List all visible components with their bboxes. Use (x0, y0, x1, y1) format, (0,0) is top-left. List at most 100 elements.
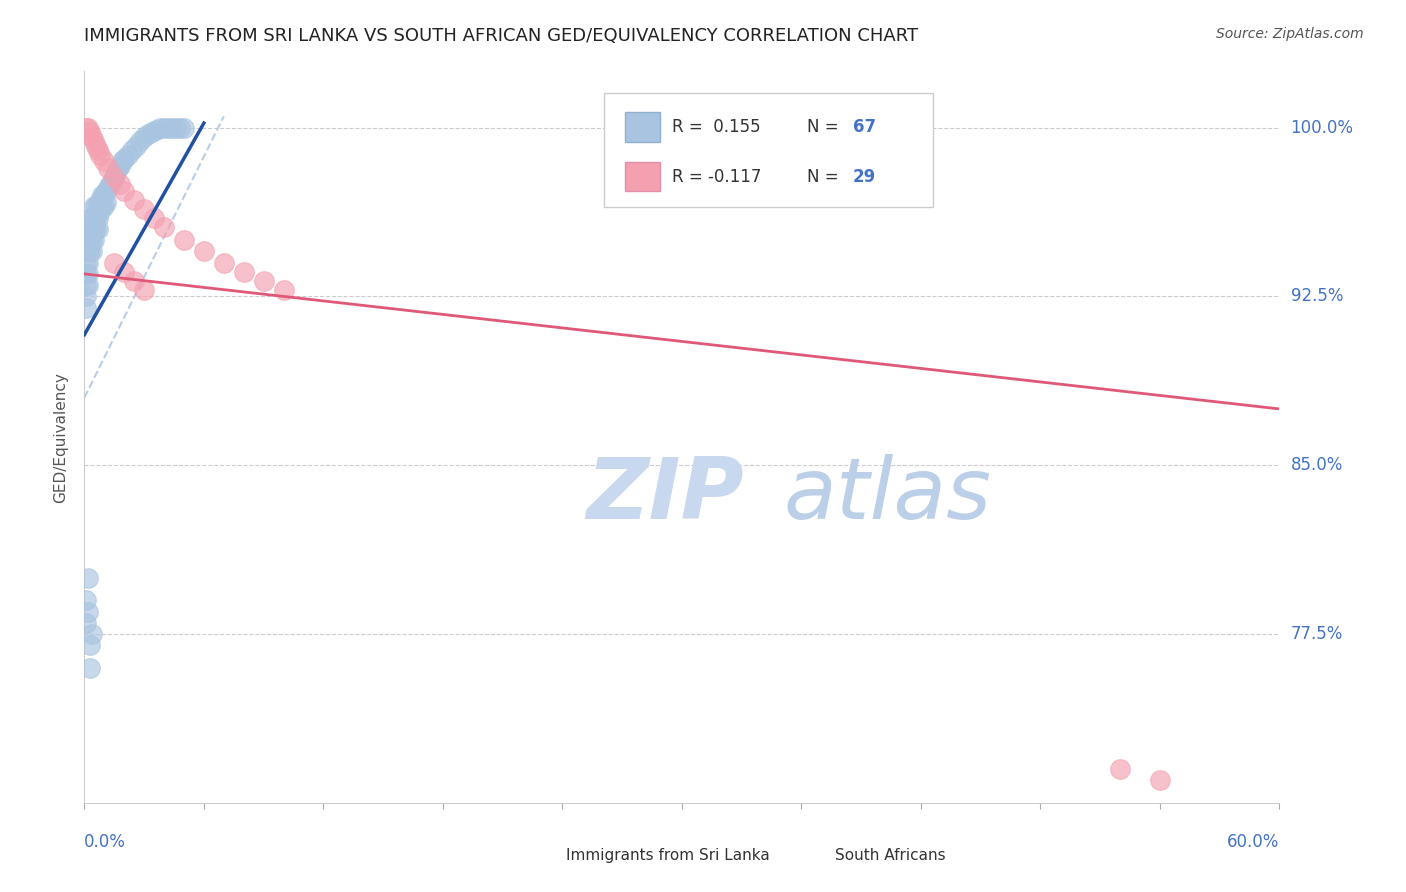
Point (97, 161, 120, 175)
Point (79, 125, 101, 139)
Point (77, 255, 100, 269)
Point (112, 152, 135, 166)
Point (97, 181, 120, 195)
Point (132, 129, 156, 144)
Point (122, 193, 145, 207)
Point (87, 211, 110, 225)
Point (75, 267, 97, 281)
Point (160, 120, 183, 135)
FancyBboxPatch shape (624, 161, 661, 192)
Text: N =: N = (807, 118, 844, 136)
Point (91, 188, 114, 202)
Text: 0.0%: 0.0% (84, 833, 127, 851)
Text: 60.0%: 60.0% (1227, 833, 1279, 851)
Point (149, 120, 172, 135)
Point (125, 138, 148, 153)
Point (75, 278, 97, 293)
Point (122, 274, 145, 288)
Text: 85.0%: 85.0% (1291, 456, 1343, 475)
Point (112, 265, 135, 279)
Point (75, 255, 97, 269)
Point (77, 233, 100, 247)
Point (93, 188, 115, 202)
Point (77, 244, 100, 259)
Point (75, 120, 97, 135)
Text: R = -0.117: R = -0.117 (672, 168, 762, 186)
Point (1149, 773, 1171, 788)
Point (132, 283, 156, 297)
Point (83, 134, 105, 148)
Point (169, 120, 191, 135)
Text: 29: 29 (853, 168, 876, 186)
Point (153, 120, 176, 135)
Point (83, 233, 105, 247)
Point (110, 159, 132, 173)
Point (87, 199, 110, 213)
Point (153, 219, 176, 234)
Text: 77.5%: 77.5% (1291, 625, 1343, 643)
FancyBboxPatch shape (533, 847, 558, 865)
Point (157, 120, 180, 135)
Point (103, 170, 125, 185)
Point (232, 265, 254, 279)
Point (98, 177, 121, 191)
Point (82, 627, 104, 641)
Point (86, 211, 108, 225)
Point (173, 120, 195, 135)
Point (77, 120, 100, 135)
Point (87, 143, 110, 157)
Point (96, 194, 118, 209)
Point (117, 147, 139, 161)
Point (96, 184, 118, 198)
Point (141, 125, 163, 139)
Text: ZIP: ZIP (586, 454, 744, 537)
Point (79, 638, 101, 652)
Point (82, 129, 104, 144)
Point (93, 199, 115, 213)
Point (143, 211, 166, 225)
Point (82, 233, 104, 247)
Point (77, 278, 100, 293)
Point (89, 193, 111, 207)
Point (101, 175, 124, 189)
Text: R =  0.155: R = 0.155 (672, 118, 761, 136)
FancyBboxPatch shape (624, 112, 661, 142)
Point (77, 267, 100, 281)
Point (87, 222, 110, 236)
Point (173, 233, 195, 247)
Point (105, 166, 128, 180)
Point (91, 199, 114, 213)
Point (89, 147, 111, 161)
Text: South Africans: South Africans (835, 848, 945, 863)
FancyBboxPatch shape (801, 847, 828, 865)
Point (103, 170, 125, 185)
Point (112, 184, 135, 198)
Text: 67: 67 (853, 118, 876, 136)
Point (86, 199, 108, 213)
FancyBboxPatch shape (605, 94, 934, 207)
Point (129, 134, 152, 148)
Point (77, 571, 100, 585)
Point (82, 222, 104, 236)
Point (121, 143, 143, 157)
Point (75, 301, 97, 315)
Point (79, 222, 101, 236)
Text: 92.5%: 92.5% (1291, 287, 1343, 305)
Point (77, 605, 100, 619)
Point (132, 202, 156, 216)
Point (86, 222, 108, 236)
Point (1109, 762, 1132, 776)
Point (107, 161, 129, 175)
Text: atlas: atlas (783, 454, 991, 537)
Text: Source: ZipAtlas.com: Source: ZipAtlas.com (1216, 27, 1364, 41)
Text: 100.0%: 100.0% (1291, 119, 1354, 136)
Point (136, 128, 159, 142)
Point (110, 177, 132, 191)
Point (93, 154, 115, 169)
Point (79, 661, 101, 675)
Point (83, 211, 105, 225)
Point (273, 283, 295, 297)
Text: IMMIGRANTS FROM SRI LANKA VS SOUTH AFRICAN GED/EQUIVALENCY CORRELATION CHART: IMMIGRANTS FROM SRI LANKA VS SOUTH AFRIC… (84, 27, 918, 45)
Point (75, 289, 97, 303)
Point (165, 120, 187, 135)
